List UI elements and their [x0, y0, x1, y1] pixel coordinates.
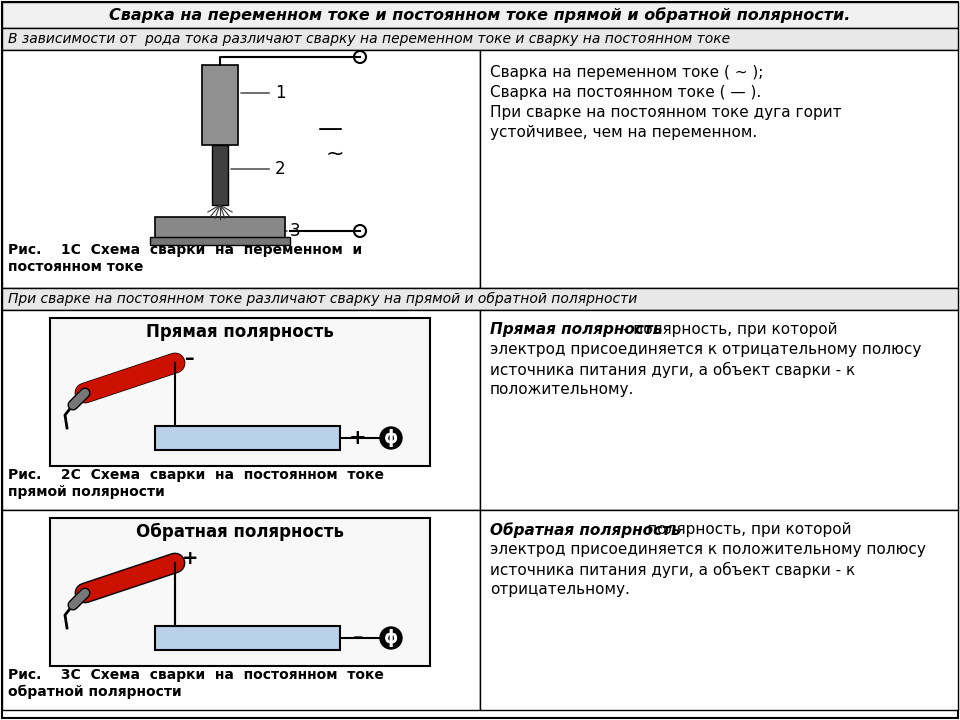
- Text: –: –: [185, 348, 195, 367]
- Bar: [155, 626, 340, 650]
- Text: обратной полярности: обратной полярности: [8, 685, 181, 699]
- Text: 2: 2: [230, 160, 286, 178]
- Text: устойчивее, чем на переменном.: устойчивее, чем на переменном.: [490, 125, 757, 140]
- Circle shape: [380, 627, 402, 649]
- Bar: [2, 2, 958, 28]
- Text: Прямая полярность: Прямая полярность: [490, 322, 662, 337]
- Text: прямой полярности: прямой полярности: [8, 485, 165, 499]
- Text: 1: 1: [241, 84, 286, 102]
- Text: электрод присоединяется к положительному полюсу: электрод присоединяется к положительному…: [490, 542, 925, 557]
- Bar: [202, 65, 238, 145]
- Bar: [50, 318, 430, 466]
- Bar: [150, 237, 290, 245]
- Text: При сварке на постоянном токе дуга горит: При сварке на постоянном токе дуга горит: [490, 105, 842, 120]
- Text: Сварка на постоянном токе ( — ).: Сварка на постоянном токе ( — ).: [490, 85, 761, 100]
- Text: В зависимости от  рода тока различают сварку на переменном токе и сварку на пост: В зависимости от рода тока различают сва…: [8, 32, 731, 46]
- Bar: [155, 217, 285, 245]
- Bar: [155, 426, 340, 450]
- Text: +: +: [349, 428, 367, 448]
- Text: При сварке на постоянном токе различают сварку на прямой и обратной полярности: При сварке на постоянном токе различают …: [8, 292, 637, 306]
- Text: источника питания дуги, а объект сварки - к: источника питания дуги, а объект сварки …: [490, 362, 855, 378]
- Text: Сварка на переменном токе и постоянном токе прямой и обратной полярности.: Сварка на переменном токе и постоянном т…: [109, 7, 851, 23]
- Text: положительному.: положительному.: [490, 382, 635, 397]
- Text: источника питания дуги, а объект сварки - к: источника питания дуги, а объект сварки …: [490, 562, 855, 578]
- Text: Обратная полярность: Обратная полярность: [490, 522, 681, 538]
- Text: —: —: [318, 117, 343, 141]
- Text: Рис.    1С  Схема  сварки  на  переменном  и: Рис. 1С Схема сварки на переменном и: [8, 243, 362, 257]
- Text: электрод присоединяется к отрицательному полюсу: электрод присоединяется к отрицательному…: [490, 342, 922, 357]
- Circle shape: [380, 427, 402, 449]
- Bar: [2, 288, 958, 310]
- Text: Рис.    3С  Схема  сварки  на  постоянном  токе: Рис. 3С Схема сварки на постоянном токе: [8, 668, 384, 682]
- Text: - полярность, при которой: - полярность, при которой: [633, 522, 852, 537]
- Text: Прямая полярность: Прямая полярность: [146, 323, 334, 341]
- Bar: [480, 310, 958, 510]
- Bar: [480, 510, 958, 710]
- Bar: [2, 510, 480, 710]
- Bar: [480, 50, 958, 288]
- Text: постоянном токе: постоянном токе: [8, 260, 143, 274]
- Text: Рис.    2С  Схема  сварки  на  постоянном  токе: Рис. 2С Схема сварки на постоянном токе: [8, 468, 384, 482]
- Text: отрицательному.: отрицательному.: [490, 582, 630, 597]
- Text: 3: 3: [285, 222, 300, 240]
- Text: Обратная полярность: Обратная полярность: [136, 523, 344, 541]
- Text: ϕ: ϕ: [384, 429, 398, 447]
- Bar: [2, 50, 480, 288]
- Text: +: +: [181, 549, 199, 567]
- Text: Сварка на переменном токе ( ~ );: Сварка на переменном токе ( ~ );: [490, 65, 763, 80]
- Bar: [50, 518, 430, 666]
- Text: ϕ: ϕ: [384, 629, 398, 647]
- Text: - полярность, при которой: - полярность, при которой: [617, 322, 837, 337]
- Bar: [2, 28, 958, 50]
- Bar: [212, 145, 228, 205]
- Text: ~: ~: [325, 144, 345, 164]
- Text: –: –: [352, 628, 363, 648]
- Bar: [2, 310, 480, 510]
